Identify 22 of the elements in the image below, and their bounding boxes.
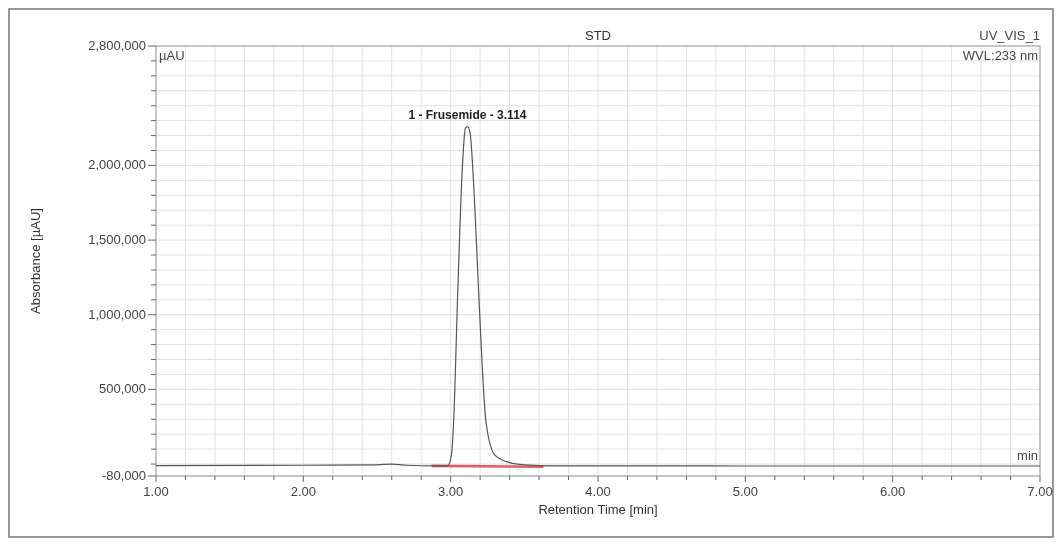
x-axis-title: Retention Time [min]	[538, 502, 658, 517]
annotation: WVL:233 nm	[962, 48, 1038, 63]
text: UV_VIS_1	[979, 28, 1040, 43]
chart-title: STD	[585, 28, 611, 43]
x-tick-label: 4.00	[585, 484, 611, 499]
y-tick-label: 2,800,000	[88, 38, 146, 53]
annotation: 1 - Frusemide - 3.114	[408, 107, 527, 122]
annotation: min	[1017, 448, 1038, 464]
x-tick-label: 6.00	[880, 484, 906, 499]
x-tick-label: 2.00	[290, 484, 316, 499]
x-tick-label: 1.00	[143, 484, 169, 499]
y-tick-label: -80,000	[101, 468, 146, 483]
y-tick-label: 2,000,000	[88, 157, 146, 173]
y-axis-title: Absorbance [µAU]	[28, 208, 43, 314]
y-tick-label: 500,000	[99, 381, 146, 397]
y-tick-label: 1,500,000	[88, 232, 146, 248]
line-series	[155, 126, 1041, 467]
annotation: µAU	[159, 48, 185, 63]
x-tick-label: 5.00	[732, 484, 758, 499]
x-tick-label: 3.00	[438, 484, 464, 499]
y-tick-label: 1,000,000	[88, 306, 146, 322]
x-tick-label: 7.00	[1027, 484, 1053, 499]
